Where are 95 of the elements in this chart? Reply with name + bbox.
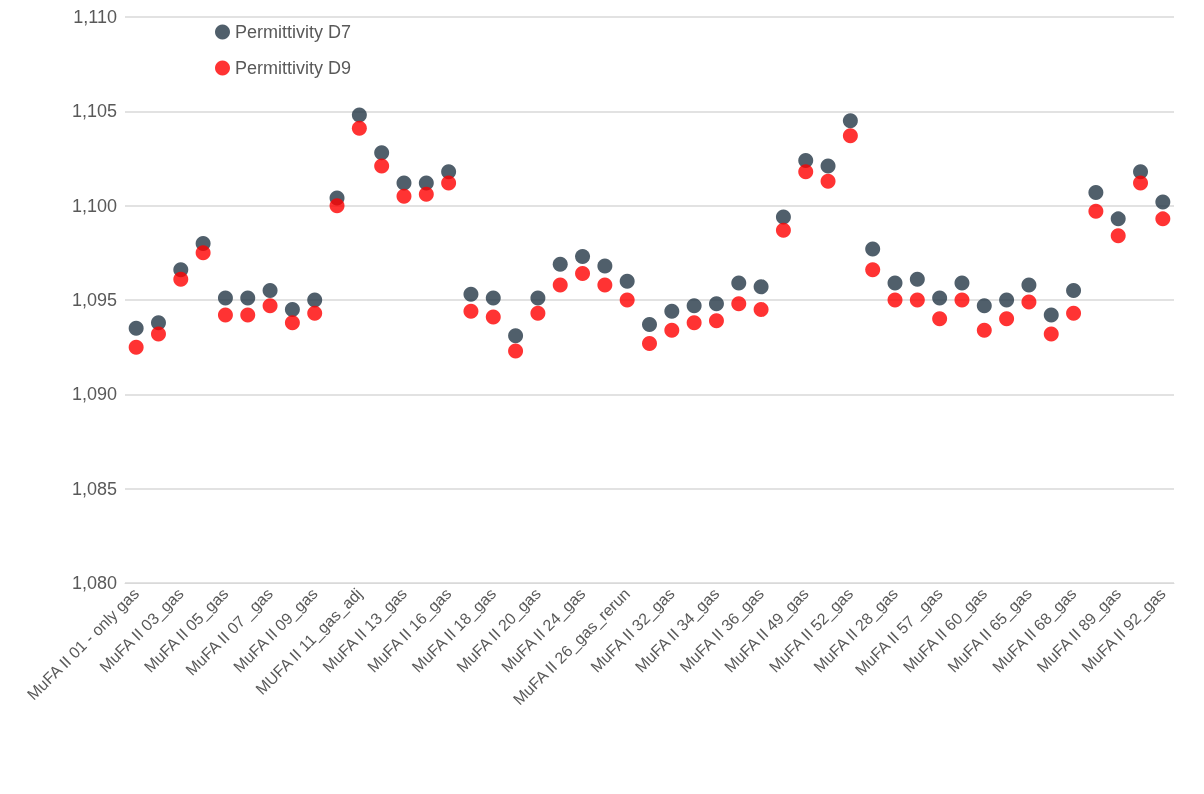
point [999,292,1015,308]
point [798,164,814,180]
y-tick-label: 1,090 [71,384,117,405]
point [842,128,858,144]
y-tick-label: 1,100 [71,195,117,216]
point [1043,326,1059,342]
point [485,309,501,325]
point [753,279,769,295]
point [418,186,434,202]
point [708,296,724,312]
point [820,158,836,174]
point [865,262,881,278]
point [887,275,903,291]
point [642,317,657,333]
point [865,241,881,257]
point [909,292,925,308]
point [485,290,501,306]
y-tick-label: 1,110 [73,7,117,27]
point [597,277,613,293]
point [1088,203,1104,219]
point [396,188,412,204]
point [731,275,747,291]
point [240,290,256,306]
point [954,275,970,291]
point [686,315,702,331]
point [217,307,233,323]
point [1133,175,1149,191]
point [262,283,278,299]
point [954,292,970,308]
point [463,303,479,319]
point [976,298,992,314]
point [1021,277,1037,293]
point [128,320,144,336]
point [351,107,367,123]
point [195,245,211,261]
point [731,296,747,312]
point [664,303,680,319]
point [619,273,635,289]
point [552,277,568,293]
point [999,311,1015,327]
point [307,292,323,308]
point [351,120,367,136]
point [530,290,546,306]
point [173,271,189,287]
point [775,222,791,238]
point [909,271,925,287]
point [530,305,546,321]
point [775,209,791,225]
point [842,113,858,129]
point [150,326,166,342]
point [1021,294,1037,310]
point [1155,211,1171,227]
point [396,175,412,191]
point [1066,283,1082,299]
point [463,286,479,302]
point [976,322,992,338]
point [284,301,300,317]
point [597,258,613,274]
point [1110,211,1126,227]
point [329,198,345,214]
point [508,343,524,359]
point [441,175,457,191]
point [686,298,702,314]
point [1088,184,1104,200]
point [374,158,390,174]
point [1110,228,1126,244]
point [552,256,568,272]
y-tick-label: 1,080 [71,573,117,593]
point [1043,307,1059,323]
point [307,305,323,321]
point [284,315,300,331]
y-tick-label: 1,085 [71,478,117,499]
point [128,339,144,355]
point [932,290,948,306]
point [932,311,948,327]
point [240,307,256,323]
legend-label: Permittivity D7 [235,22,352,42]
point [575,249,591,265]
point [1155,194,1171,210]
point [508,328,524,344]
y-tick-label: 1,105 [71,101,117,122]
point [1066,305,1082,321]
point [708,313,724,329]
point [575,266,591,282]
point [262,298,278,314]
point [374,145,390,161]
point [887,292,903,308]
point [820,173,836,189]
legend-label: Permittivity D9 [235,58,352,78]
point [217,290,233,306]
point [753,301,769,317]
y-tick-label: 1,095 [71,290,117,310]
point [642,335,657,351]
point [664,322,680,338]
point [619,292,635,308]
